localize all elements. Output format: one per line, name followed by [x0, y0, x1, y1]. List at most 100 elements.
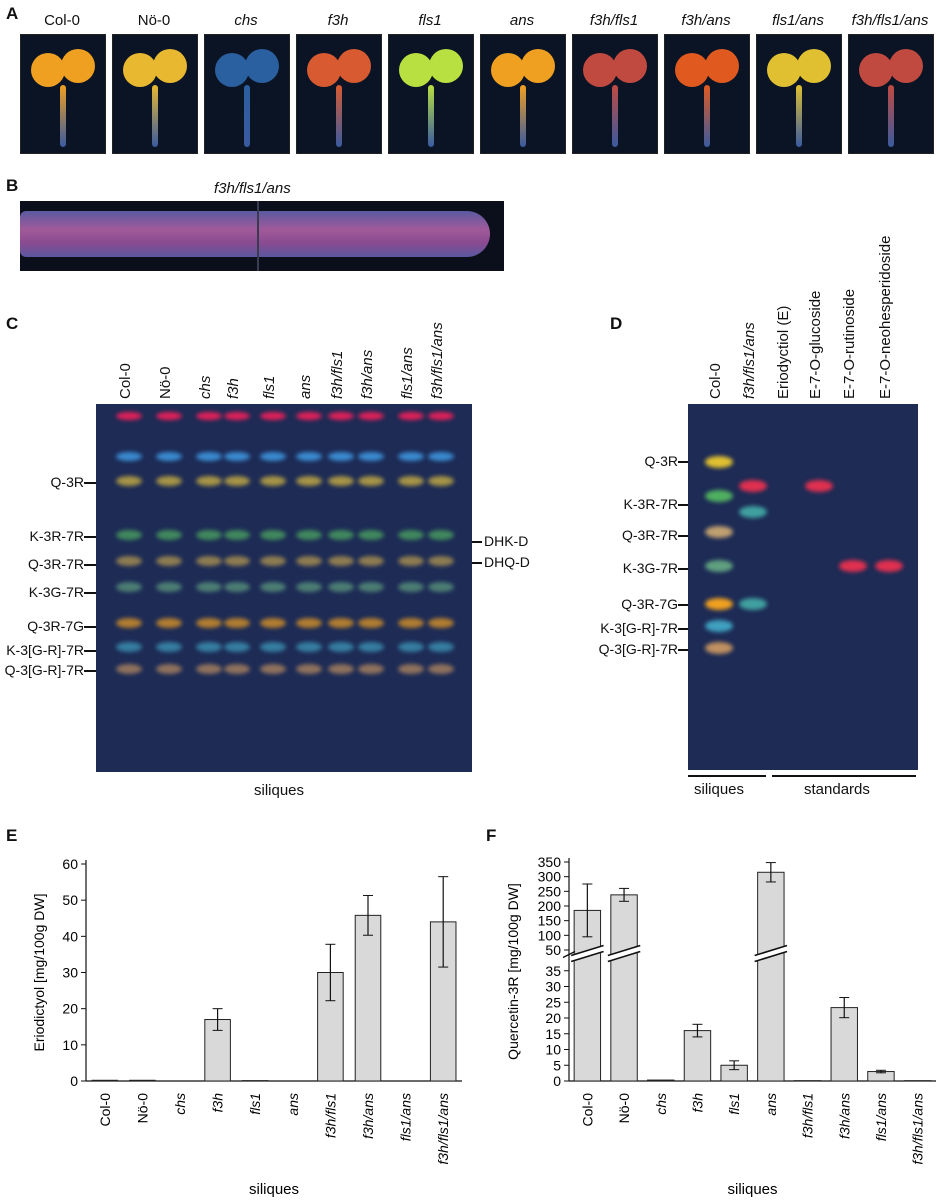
tlc-spot — [358, 618, 384, 628]
tlc-spot — [156, 618, 182, 628]
tlc-spot — [156, 664, 182, 674]
y-tick-label: 20 — [545, 1010, 561, 1026]
tlc-spot — [116, 582, 142, 592]
tlc-d-band-tick — [678, 504, 688, 506]
panel-letter-d: D — [610, 314, 623, 333]
tlc-spot — [328, 642, 354, 652]
tlc-d-band-label: K-3[G-R]-7R — [600, 620, 678, 636]
tlc-c-lane-label: f3h — [225, 378, 242, 399]
seedling-hypocotyl — [704, 85, 710, 147]
seedling-cotyledon — [245, 49, 279, 83]
tlc-c-band-label: K-3G-7R — [28, 584, 84, 600]
tlc-c-lane-label: fls1 — [261, 375, 278, 399]
group-label-siliques: siliques — [694, 781, 745, 798]
bar — [683, 1030, 712, 1082]
tlc-spot — [328, 476, 354, 486]
tlc-spot — [328, 664, 354, 674]
seedling-image — [572, 34, 658, 154]
x-tick-label: chs — [653, 1093, 669, 1115]
tlc-spot — [156, 452, 182, 461]
tlc-d-lane-label: Col-0 — [707, 363, 724, 399]
tlc-spot — [328, 582, 354, 592]
panel-letter-a: A — [6, 4, 19, 23]
axis-break-gap — [606, 945, 642, 962]
seedling-label: f3h — [327, 12, 349, 29]
tlc-spot — [196, 582, 222, 592]
y-tick-label: 20 — [62, 1001, 78, 1017]
tlc-spot — [116, 452, 142, 461]
tlc-c-band-tick — [84, 670, 96, 672]
tlc-c-lane-label: f3h/fls1 — [329, 350, 346, 399]
tlc-plate-d — [688, 404, 918, 770]
tlc-c-lane-label: Col-0 — [117, 363, 134, 399]
tlc-c-band-label: Q-3R — [50, 474, 84, 490]
x-tick-label: fls1/ans — [873, 1093, 889, 1141]
y-tick-label: 10 — [62, 1037, 78, 1053]
tlc-d-band-label: Q-3R — [644, 453, 678, 469]
tlc-d-band-tick — [678, 461, 688, 463]
tlc-spot — [224, 664, 250, 674]
bar — [354, 914, 382, 1082]
tlc-spot — [224, 556, 250, 566]
tlc-spot — [428, 556, 454, 566]
tlc-c-band-tick-right — [472, 541, 482, 543]
seedling-label: f3h/ans — [681, 12, 731, 29]
seedling-label: fls1/ans — [772, 12, 824, 29]
tlc-spot — [805, 480, 833, 492]
tlc-spot — [196, 664, 222, 674]
tlc-spot — [358, 476, 384, 486]
y-tick-label: 250 — [538, 883, 562, 899]
tlc-spot — [428, 452, 454, 461]
tlc-spot — [705, 456, 733, 468]
tlc-c-band-tick — [84, 482, 96, 484]
axis-break-mark — [570, 944, 604, 957]
silique-photo — [20, 201, 504, 271]
tlc-c-band-tick-right — [472, 562, 482, 564]
y-axis-label: Quercetin-3R [mg/100g DW] — [505, 883, 521, 1060]
seedling-hypocotyl — [336, 85, 342, 147]
seedling-hypocotyl — [152, 85, 158, 147]
tlc-spot — [705, 620, 733, 632]
tlc-spot — [428, 412, 454, 420]
tlc-c-lane-label: fls1/ans — [399, 347, 416, 399]
tlc-c-band-label: Q-3R-7G — [27, 618, 84, 634]
tlc-spot — [116, 642, 142, 652]
tlc-spot — [705, 490, 733, 502]
y-tick-label: 0 — [553, 1073, 561, 1089]
tlc-spot — [156, 556, 182, 566]
seedling-cotyledon — [123, 53, 157, 87]
y-tick-label: 300 — [538, 869, 562, 885]
seedling-cotyledon — [797, 49, 831, 83]
group-label-standards: standards — [804, 781, 870, 798]
panel-letter-c: C — [6, 314, 19, 333]
seedling-cotyledon — [767, 53, 801, 87]
tlc-spot — [398, 664, 424, 674]
tlc-c-lane-label: chs — [197, 375, 214, 399]
y-tick-label: 0 — [70, 1073, 78, 1089]
standards-group-line — [772, 775, 916, 777]
tlc-spot — [296, 582, 322, 592]
tlc-spot — [116, 530, 142, 540]
tlc-spot — [358, 582, 384, 592]
x-tick-label: f3h — [689, 1093, 705, 1113]
tlc-spot — [260, 452, 286, 461]
bar — [610, 894, 638, 1082]
eriodictyol-bar-chart: 0 10 20 30 40 50 60 Col-0 Nö-0 chs f3h fls1 ans f3h/f… — [31, 856, 462, 1198]
x-tick-label: ans — [285, 1093, 301, 1116]
seedling-label: Col-0 — [44, 12, 80, 29]
siliques-group-line — [688, 775, 766, 777]
tlc-spot — [705, 560, 733, 572]
tlc-c-band-label-right: DHQ-D — [484, 554, 530, 570]
bar — [830, 1007, 858, 1082]
y-tick-label: 40 — [62, 928, 78, 944]
tlc-spot — [398, 582, 424, 592]
tlc-d-band-label: Q-3[G-R]-7R — [598, 641, 678, 657]
tlc-spot — [224, 452, 250, 461]
panel-letter-b: B — [6, 176, 19, 195]
seedling-label: f3h/fls1/ans — [851, 12, 929, 29]
x-tick-label: f3h/ans — [836, 1093, 852, 1139]
tlc-d-lane-label: E-7-O-glucoside — [807, 290, 824, 399]
tlc-spot — [739, 480, 767, 492]
x-tick-label: f3h/ans — [360, 1093, 376, 1139]
tlc-spot — [398, 618, 424, 628]
